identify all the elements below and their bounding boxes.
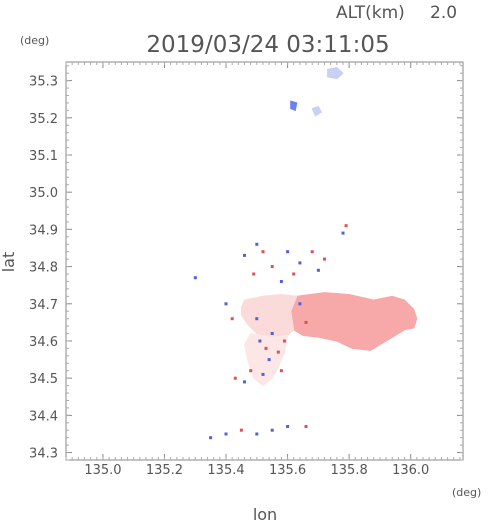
echo-point-18 [270,332,274,335]
echo-region-north-echo-3 [290,100,298,112]
echo-point-16 [258,339,262,343]
echo-point-34 [193,276,197,280]
x-tick-label: 135.0 [84,463,121,478]
altitude-label: ALT(km) [336,3,405,23]
echo-point-33 [304,425,308,428]
echo-point-9 [323,257,326,261]
echo-point-11 [344,224,348,228]
echo-point-30 [255,432,259,436]
echo-point-5 [292,272,296,276]
echo-point-35 [304,320,308,324]
y-tick-label: 34.3 [29,447,58,462]
echo-point-7 [310,250,314,254]
echo-point-10 [341,231,345,235]
y-tick-label: 35.0 [29,186,58,201]
echo-point-12 [279,280,283,283]
y-tick-label: 35.3 [29,75,58,90]
echo-point-32 [286,425,290,428]
echo-point-26 [243,380,246,384]
y-unit-label: (deg) [20,34,49,47]
echo-point-24 [261,372,265,376]
y-tick-label: 34.9 [29,223,58,238]
echo-point-19 [276,350,280,354]
axis-ticks: 135.0 135.2 135.4 135.6 135.8 136.0 34.3 34.4 34… [29,62,463,478]
echo-point-25 [233,376,237,380]
x-tick-label: 135.8 [331,463,368,478]
echo-point-14 [224,302,228,306]
echo-point-37 [279,369,283,373]
echo-point-0 [255,242,259,246]
echo-point-2 [243,253,246,257]
y-tick-label: 35.1 [29,149,58,164]
echo-point-1 [261,250,265,254]
echo-points [193,224,348,440]
y-tick-label: 34.8 [29,261,58,276]
echo-point-29 [239,428,243,432]
y-tick-label: 35.2 [29,112,58,127]
echo-region-main-echo-west [240,293,298,338]
x-unit-label: (deg) [452,486,481,499]
altitude-value: 2.0 [430,3,457,23]
y-axis-title: lat [0,252,18,273]
echo-point-6 [298,261,302,265]
echo-region-main-echo-east [290,292,418,351]
echo-point-13 [252,272,256,276]
echo-point-8 [316,268,320,272]
echo-point-36 [298,302,302,306]
echo-point-22 [255,317,259,321]
x-axis-title: lon [253,505,277,521]
echo-point-3 [270,265,274,269]
echo-point-31 [270,428,274,432]
echo-point-23 [249,369,253,373]
echo-point-17 [264,346,268,350]
echo-point-21 [283,339,286,343]
echo-point-28 [224,432,228,436]
echo-point-27 [209,436,213,440]
chart-title: 2019/03/24 03:11:05 [146,32,389,58]
echo-region-north-echo-1 [327,67,344,80]
y-tick-label: 34.7 [29,298,58,313]
x-tick-label: 135.4 [207,463,244,478]
echo-regions [240,67,418,387]
plot-frame [65,61,464,461]
y-tick-label: 34.5 [29,372,58,387]
echo-point-4 [286,250,290,254]
echo-point-15 [230,317,234,321]
y-tick-label: 34.6 [29,335,58,350]
echo-region-south-echo [243,332,289,387]
x-tick-label: 135.2 [146,463,183,478]
echo-point-20 [267,358,271,362]
echo-region-north-echo-2 [311,106,323,117]
y-tick-label: 34.4 [29,409,58,424]
x-tick-label: 136.0 [392,463,429,478]
x-tick-label: 135.6 [269,463,306,478]
